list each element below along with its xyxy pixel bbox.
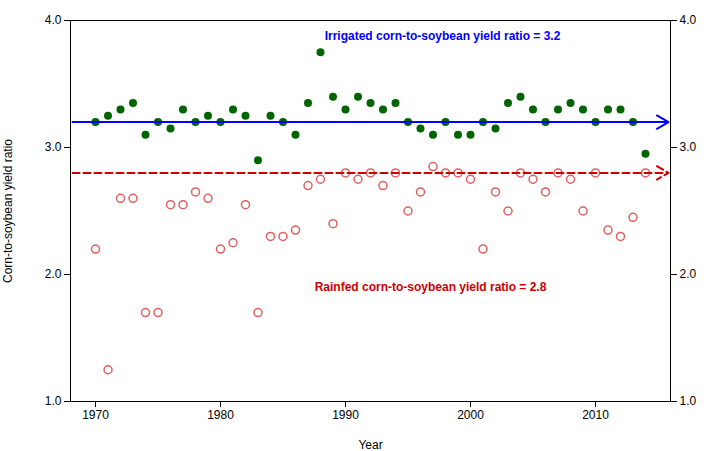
svg-text:4.0: 4.0 [680, 13, 697, 27]
svg-text:Irrigated corn-to-soybean yiel: Irrigated corn-to-soybean yield ratio = … [325, 29, 561, 43]
svg-text:Rainfed corn-to-soybean yield: Rainfed corn-to-soybean yield ratio = 2.… [315, 280, 547, 294]
svg-text:2000: 2000 [457, 408, 484, 422]
svg-text:1.0: 1.0 [45, 394, 62, 408]
svg-text:1970: 1970 [82, 408, 109, 422]
svg-text:Corn-to-soybean yield ratio: Corn-to-soybean yield ratio [1, 139, 15, 283]
svg-text:2.0: 2.0 [680, 267, 697, 281]
svg-text:3.0: 3.0 [680, 140, 697, 154]
svg-text:1990: 1990 [332, 408, 359, 422]
svg-text:3.0: 3.0 [45, 140, 62, 154]
svg-text:1980: 1980 [207, 408, 234, 422]
svg-text:2010: 2010 [582, 408, 609, 422]
svg-text:1.0: 1.0 [680, 394, 697, 408]
svg-text:Year: Year [358, 438, 382, 451]
svg-text:2.0: 2.0 [45, 267, 62, 281]
svg-text:4.0: 4.0 [45, 13, 62, 27]
